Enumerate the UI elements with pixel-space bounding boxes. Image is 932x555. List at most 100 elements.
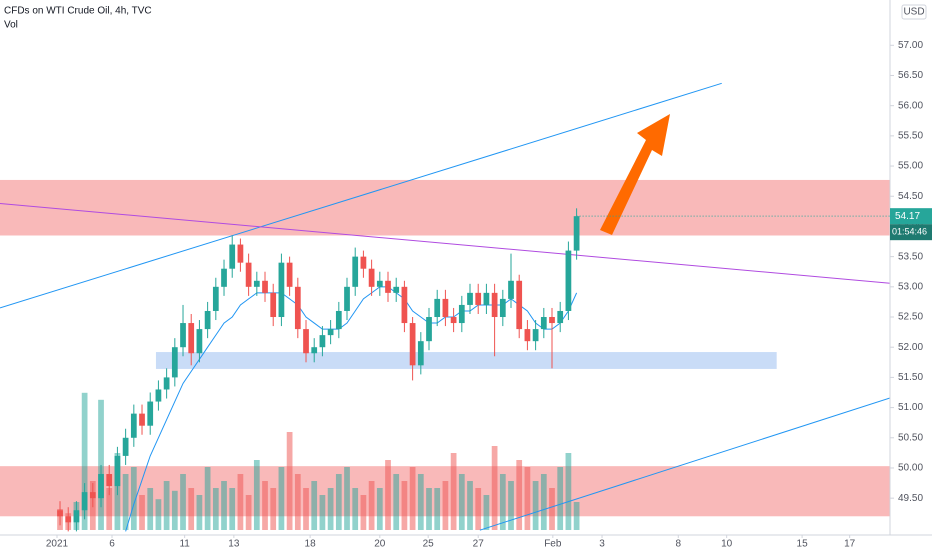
candle-body [122, 437, 129, 456]
candle-body [499, 298, 506, 318]
y-tick-label: 51.00 [898, 402, 923, 413]
y-tick-label: 52.00 [898, 342, 923, 353]
candle-body [524, 329, 531, 342]
volume-bar [532, 481, 539, 530]
trend-line [0, 82, 722, 309]
candle-body [557, 310, 564, 324]
x-tick-label: 8 [676, 539, 682, 550]
y-tick-label: 49.50 [898, 493, 923, 504]
arrow [600, 114, 670, 235]
countdown: 01:54:46 [892, 227, 927, 237]
volume-bar [516, 460, 523, 530]
volume-bar [270, 488, 277, 530]
drawings [0, 82, 891, 532]
volume-bar [311, 481, 318, 530]
volume-bar [229, 488, 236, 530]
volume-bar [98, 399, 104, 530]
candle-body [376, 280, 383, 287]
volume-bar [253, 460, 260, 530]
x-tick-label: 20 [374, 539, 386, 550]
chart-title: CFDs on WTI Crude Oil, 4h, TVC [4, 6, 152, 17]
volume-bar [278, 467, 285, 530]
candle-body [508, 280, 514, 299]
candle-body [516, 280, 523, 330]
volume-bar [450, 453, 457, 530]
candle-body [352, 256, 359, 287]
volume-bar [385, 460, 391, 530]
zone [0, 179, 890, 236]
volume-bar [262, 481, 268, 530]
volume-bar [483, 495, 490, 530]
candle-body [417, 341, 424, 366]
candle-body [89, 492, 96, 499]
x-tick-label: 13 [228, 539, 240, 550]
candle-body [303, 329, 309, 354]
candle-body [311, 347, 318, 354]
volume-bar [130, 467, 137, 530]
volume-bar [122, 474, 129, 530]
y-tick-label: 56.50 [898, 70, 923, 81]
y-tick-label: 55.00 [898, 161, 923, 172]
volume-bar [573, 502, 580, 530]
volume-bar [508, 481, 514, 530]
volume-bar [163, 481, 170, 530]
candle-body [229, 244, 236, 269]
candle-body [491, 292, 498, 318]
y-tick-label: 55.50 [898, 131, 923, 142]
currency[interactable]: USD [903, 7, 924, 18]
volume-bar [237, 474, 244, 530]
x-tick-label: 11 [179, 539, 190, 550]
candle-body [458, 304, 465, 324]
candle-body [221, 268, 227, 287]
currency-box[interactable] [901, 4, 927, 20]
x-tick-label: 6 [109, 539, 115, 550]
volume-bar [401, 481, 408, 530]
x-tick-label: 25 [423, 539, 435, 550]
volume-bar [171, 490, 178, 530]
candle-body [171, 347, 178, 378]
volume-bar [409, 467, 416, 530]
candle-body [270, 292, 277, 318]
volume-bar [319, 495, 326, 530]
x-tick-label: 18 [305, 539, 317, 550]
volume-bar [286, 432, 293, 530]
y-tick-label: 50.50 [898, 432, 923, 443]
y-tick-label: 50.00 [898, 463, 923, 474]
volume-bar [557, 467, 564, 530]
candle-body [237, 244, 244, 263]
x-tick-label: 17 [844, 539, 856, 550]
volume-bar [188, 488, 195, 530]
candle-body [253, 280, 260, 287]
candle-body [483, 292, 490, 305]
y-tick-label: 53.50 [898, 251, 923, 262]
candle-body [57, 510, 63, 517]
candle-body [467, 292, 473, 305]
candles [57, 208, 580, 532]
volume-bar [245, 495, 252, 530]
candle-body [573, 216, 580, 251]
y-tick-label: 51.50 [898, 372, 923, 383]
candle-body [286, 262, 293, 287]
candle-body [139, 413, 145, 426]
trend-line [479, 397, 891, 531]
candle-body [81, 492, 88, 511]
y-tick-label: 54.50 [898, 191, 923, 202]
volume-bar [524, 467, 531, 530]
candle-body [540, 317, 547, 330]
candle-body [532, 329, 539, 342]
candle-body [106, 474, 113, 487]
price-text: 54.17 [895, 211, 920, 222]
candle-body [163, 377, 170, 390]
candle-body [319, 335, 326, 348]
volume-bar [303, 488, 309, 530]
trend-line [0, 202, 891, 284]
candle-body [98, 474, 104, 499]
candle-body [426, 317, 432, 342]
candle-body [409, 323, 416, 366]
volume-bar [549, 488, 555, 530]
x-tick-label: Feb [544, 539, 562, 550]
candle-body [245, 262, 252, 287]
y-tick-label: 56.00 [898, 100, 923, 111]
x-tick-label: 10 [721, 539, 733, 550]
